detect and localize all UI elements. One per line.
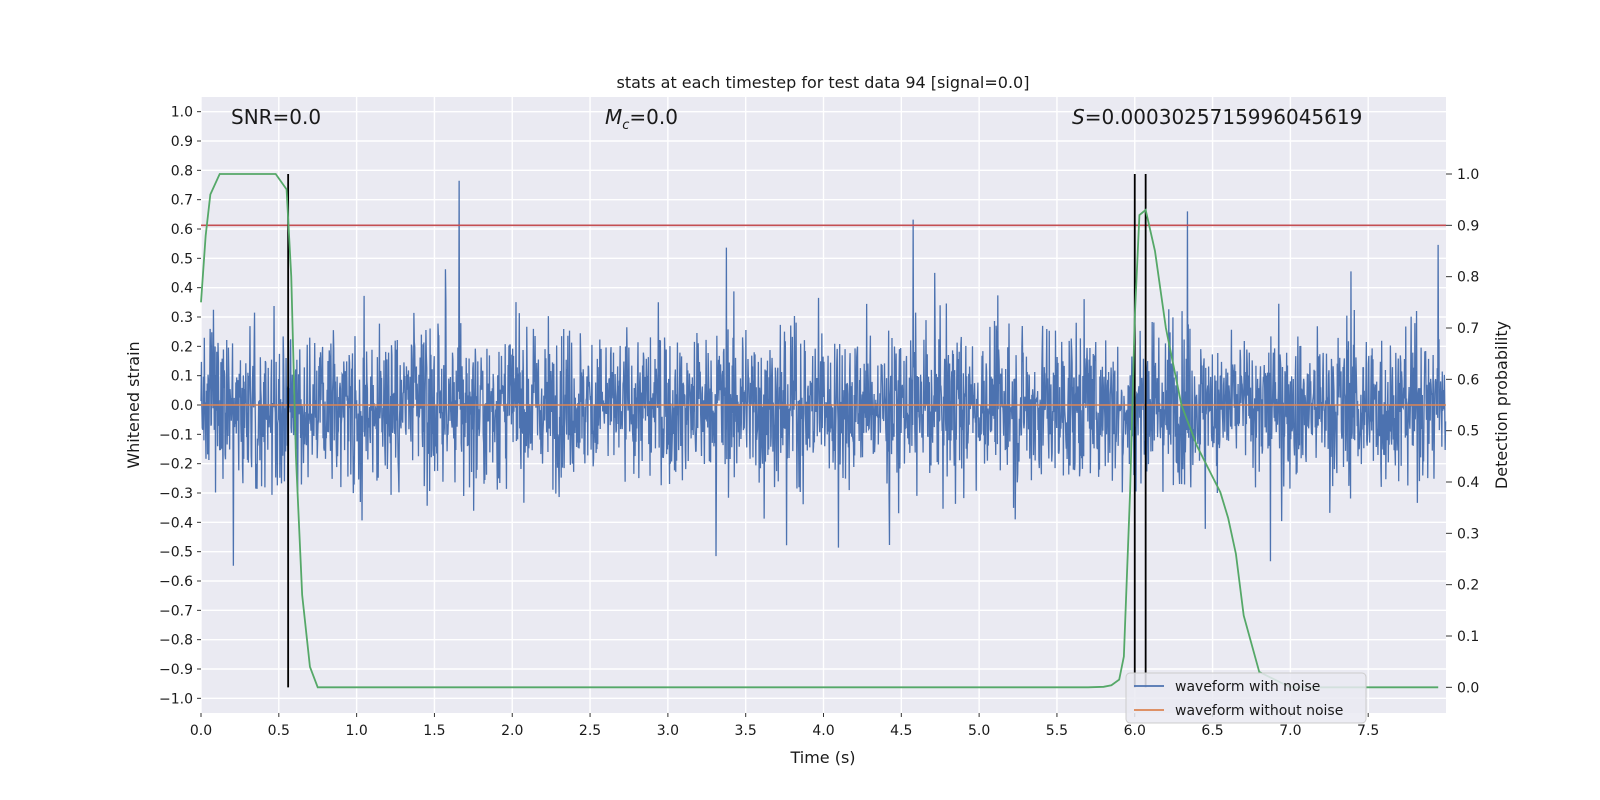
y-tick-label-17: −0.7 — [159, 603, 193, 619]
x-tick-label-14: 7.0 — [1279, 723, 1301, 739]
y-tick-label-9: 0.1 — [171, 369, 193, 385]
x-tick-label-3: 1.5 — [423, 723, 445, 739]
chirp-mass-symbol: M — [605, 105, 622, 129]
snr-annotation: SNR=0.0 — [231, 105, 321, 129]
y-tick-label-0: 1.0 — [171, 105, 193, 121]
y-tick-label-1: 0.9 — [171, 134, 193, 150]
x-tick-label-11: 5.5 — [1046, 723, 1068, 739]
x-tick-label-0: 0.0 — [190, 723, 212, 739]
x-tick-label-13: 6.5 — [1201, 723, 1223, 739]
chirp-mass-annotation: Mc=0.0 — [605, 105, 678, 133]
y-tick-label-12: −0.2 — [159, 457, 193, 473]
x-tick-label-6: 3.0 — [657, 723, 679, 739]
y-tick-label-8: 0.2 — [171, 339, 193, 355]
legend-label-waveform-without-noise: waveform without noise — [1175, 703, 1343, 719]
noise-waveform-layer — [200, 180, 1447, 568]
s-statistic-value: =0.0003025715996045619 — [1085, 105, 1363, 129]
chart-title: stats at each timestep for test data 94 … — [617, 73, 1030, 92]
y2-tick-label-9: 0.1 — [1457, 629, 1479, 645]
y2-tick-label-4: 0.6 — [1457, 372, 1479, 388]
legend-box — [1125, 672, 1367, 724]
y2-tick-label-6: 0.4 — [1457, 475, 1479, 491]
x-tick-label-2: 1.0 — [345, 723, 367, 739]
x-tick-label-12: 6.0 — [1124, 723, 1146, 739]
x-tick-label-5: 2.5 — [579, 723, 601, 739]
x-tick-label-1: 0.5 — [268, 723, 290, 739]
x-axis-label: Time (s) — [789, 748, 855, 767]
y-tick-label-5: 0.5 — [171, 251, 193, 267]
y-tick-label-10: 0.0 — [171, 398, 193, 414]
x-tick-label-4: 2.0 — [501, 723, 523, 739]
chirp-mass-value: =0.0 — [629, 105, 678, 129]
y2-tick-label-7: 0.3 — [1457, 526, 1479, 542]
x-tick-label-9: 4.5 — [890, 723, 912, 739]
y-tick-label-20: −1.0 — [159, 691, 193, 707]
y2-tick-label-1: 0.9 — [1457, 218, 1479, 234]
y2-tick-label-3: 0.7 — [1457, 321, 1479, 337]
y-axis-label: Whitened strain — [124, 341, 143, 468]
x-tick-label-8: 4.0 — [812, 723, 834, 739]
y-tick-label-2: 0.8 — [171, 163, 193, 179]
y-tick-label-15: −0.5 — [159, 545, 193, 561]
y-tick-label-11: −0.1 — [159, 427, 193, 443]
y-tick-label-6: 0.4 — [171, 281, 193, 297]
y-tick-label-3: 0.7 — [171, 193, 193, 209]
y2-tick-label-0: 1.0 — [1457, 167, 1479, 183]
x-tick-label-15: 7.5 — [1357, 723, 1379, 739]
x-tick-label-10: 5.0 — [968, 723, 990, 739]
waveform-with-noise-line — [200, 180, 1447, 568]
legend-label-waveform-with-noise: waveform with noise — [1175, 679, 1320, 695]
detection-probability-line — [200, 173, 1439, 689]
legend: waveform with noise waveform without noi… — [1125, 672, 1367, 724]
y-tick-label-14: −0.4 — [159, 515, 193, 531]
y2-tick-label-5: 0.5 — [1457, 424, 1479, 440]
chirp-mass-subscript: c — [622, 118, 629, 133]
x-tick-label-7: 3.5 — [735, 723, 757, 739]
y2-axis-label: Detection probability — [1492, 321, 1511, 489]
y-tick-label-4: 0.6 — [171, 222, 193, 238]
y-tick-label-7: 0.3 — [171, 310, 193, 326]
y2-tick-label-2: 0.8 — [1457, 270, 1479, 286]
y2-tick-label-8: 0.2 — [1457, 578, 1479, 594]
axes-layer: 1.0 0.9 0.8 0.7 0.6 0.5 0.4 0.3 0.2 0.1 0.0 −0.1 −0.… — [159, 105, 1479, 739]
y2-tick-label-10: 0.0 — [1457, 680, 1479, 696]
y-tick-label-19: −0.9 — [159, 662, 193, 678]
overlay-layer — [200, 173, 1446, 689]
y-tick-label-13: −0.3 — [159, 486, 193, 502]
s-statistic-annotation: S=0.0003025715996045619 — [1072, 105, 1362, 129]
s-statistic-symbol: S — [1072, 105, 1085, 129]
y-tick-label-16: −0.6 — [159, 574, 193, 590]
y-tick-label-18: −0.8 — [159, 633, 193, 649]
